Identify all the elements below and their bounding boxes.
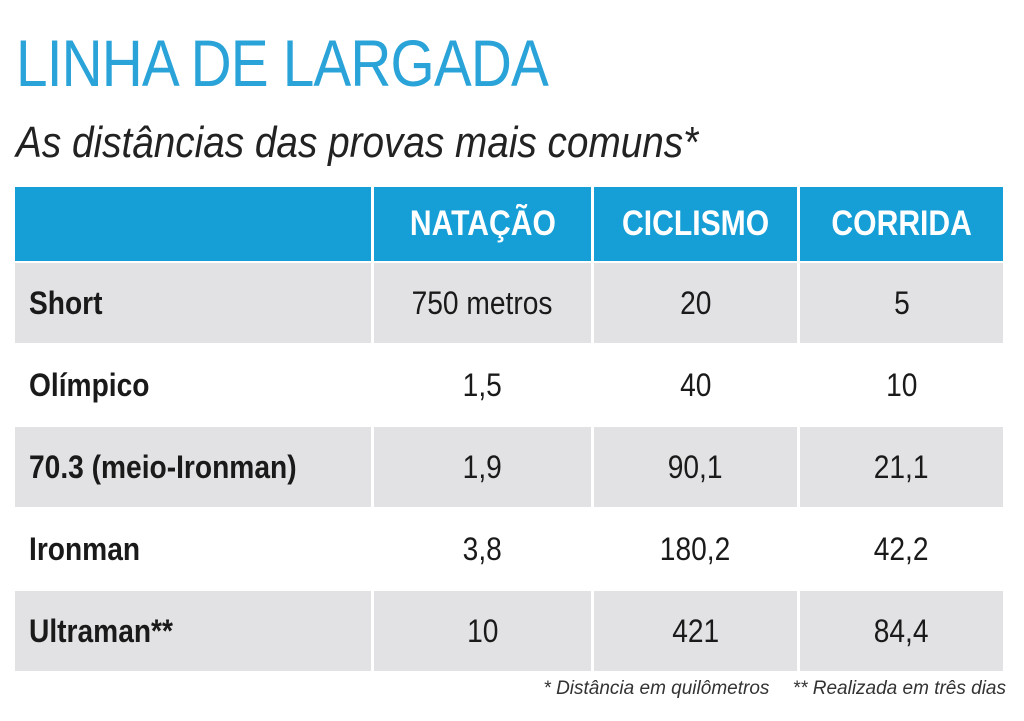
- row-label-text: Short: [29, 284, 103, 321]
- cell-value: 10: [466, 612, 499, 649]
- cell-ciclismo: 20: [591, 263, 797, 345]
- row-label: Ultraman**: [15, 591, 371, 673]
- cell-value: 10: [885, 366, 918, 403]
- cell-value: 421: [672, 612, 719, 649]
- cell-value: 84,4: [874, 612, 929, 649]
- header-label: CORRIDA: [831, 204, 972, 243]
- row-label-text: Olímpico: [29, 366, 150, 403]
- cell-corrida: 10: [797, 345, 1003, 427]
- row-label: 70.3 (meio-Ironman): [15, 427, 371, 509]
- cell-value: 180,2: [660, 530, 731, 567]
- header-ciclismo: CICLISMO: [591, 187, 797, 263]
- header-corner: [15, 187, 371, 263]
- cell-ciclismo: 40: [591, 345, 797, 427]
- footnotes: * Distância em quilômetros ** Realizada …: [543, 678, 1006, 700]
- row-label: Olímpico: [15, 345, 371, 427]
- cell-value: 750 metros: [412, 284, 553, 321]
- cell-corrida: 42,2: [797, 509, 1003, 591]
- row-label: Ironman: [15, 509, 371, 591]
- cell-natacao: 10: [371, 591, 591, 673]
- cell-value: 1,9: [462, 448, 503, 485]
- table-row: Ironman 3,8 180,2 42,2: [15, 509, 1003, 591]
- cell-value: 20: [679, 284, 712, 321]
- chart-title: LINHA DE LARGADA: [16, 26, 549, 100]
- distance-table: NATAÇÃO CICLISMO CORRIDA Short 750 metro…: [15, 187, 1003, 673]
- cell-corrida: 21,1: [797, 427, 1003, 509]
- cell-natacao: 750 metros: [371, 263, 591, 345]
- cell-natacao: 1,9: [371, 427, 591, 509]
- row-label: Short: [15, 263, 371, 345]
- cell-ciclismo: 421: [591, 591, 797, 673]
- cell-natacao: 3,8: [371, 509, 591, 591]
- table-row: 70.3 (meio-Ironman) 1,9 90,1 21,1: [15, 427, 1003, 509]
- cell-value: 40: [679, 366, 712, 403]
- header-label: CICLISMO: [621, 204, 770, 243]
- row-label-text: Ultraman**: [29, 612, 173, 649]
- row-label-text: Ironman: [29, 530, 141, 567]
- table-row: Ultraman** 10 421 84,4: [15, 591, 1003, 673]
- chart-subtitle: As distâncias das provas mais comuns*: [16, 118, 699, 167]
- cell-corrida: 84,4: [797, 591, 1003, 673]
- cell-value: 5: [893, 284, 910, 321]
- cell-value: 21,1: [874, 448, 929, 485]
- cell-value: 42,2: [874, 530, 929, 567]
- row-label-text: 70.3 (meio-Ironman): [29, 448, 297, 485]
- cell-value: 90,1: [668, 448, 723, 485]
- cell-ciclismo: 90,1: [591, 427, 797, 509]
- header-corrida: CORRIDA: [797, 187, 1003, 263]
- footnote-units: * Distância em quilômetros: [543, 678, 770, 699]
- table-header-row: NATAÇÃO CICLISMO CORRIDA: [15, 187, 1003, 263]
- header-label: NATAÇÃO: [409, 204, 556, 243]
- cell-value: 3,8: [462, 530, 503, 567]
- cell-value: 1,5: [462, 366, 503, 403]
- table-row: Olímpico 1,5 40 10: [15, 345, 1003, 427]
- cell-natacao: 1,5: [371, 345, 591, 427]
- cell-corrida: 5: [797, 263, 1003, 345]
- cell-ciclismo: 180,2: [591, 509, 797, 591]
- footnote-ultraman: ** Realizada em três dias: [792, 678, 1006, 699]
- header-natacao: NATAÇÃO: [371, 187, 591, 263]
- table-row: Short 750 metros 20 5: [15, 263, 1003, 345]
